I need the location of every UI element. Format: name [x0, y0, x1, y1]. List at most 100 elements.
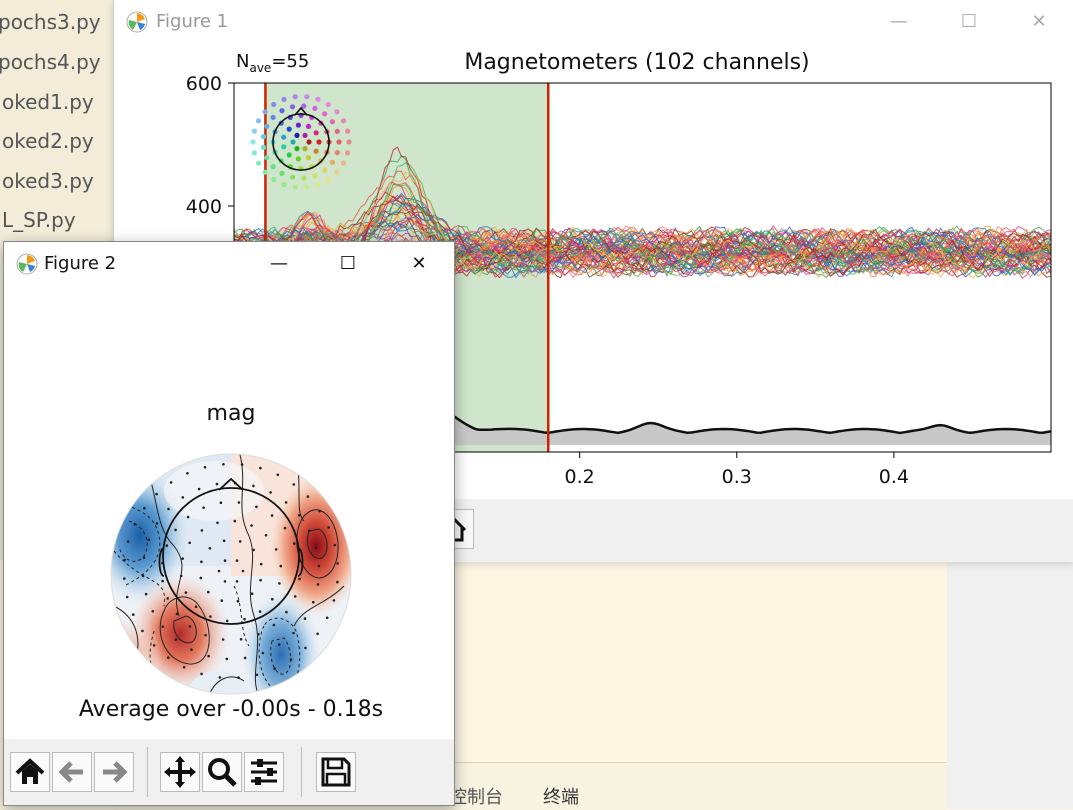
- sensor-dot: [340, 160, 347, 166]
- sensor-dot: [237, 676, 240, 679]
- sensor-dot: [251, 128, 257, 134]
- home-button[interactable]: [10, 752, 50, 792]
- sensor-dot: [272, 623, 276, 627]
- inset-head-outline: [272, 113, 330, 171]
- pan-button[interactable]: [160, 752, 200, 792]
- sensor-dot: [306, 495, 310, 498]
- figure1-titlebar[interactable]: Figure 1 — ☐ ✕: [114, 0, 1073, 44]
- sensor-dot: [222, 463, 225, 466]
- channel-trace: [234, 194, 1051, 277]
- channel-trace: [234, 222, 1051, 278]
- minimize-button[interactable]: —: [890, 11, 908, 32]
- sensor-dot: [151, 610, 155, 613]
- sensor-dot: [284, 501, 288, 504]
- tab-console[interactable]: 控制台: [449, 787, 503, 808]
- sensor-dot: [133, 522, 137, 526]
- maximize-button[interactable]: ☐: [339, 253, 357, 274]
- sensor-dot: [219, 501, 223, 504]
- sensor-dot: [304, 94, 310, 100]
- sensor-dot: [184, 591, 188, 594]
- file-item[interactable]: pochs3.py: [0, 10, 101, 34]
- sensor-dot: [289, 174, 296, 180]
- sensor-dot: [236, 599, 240, 603]
- close-button[interactable]: ✕: [411, 253, 427, 274]
- sensor-dot: [243, 617, 246, 621]
- sensor-dot: [250, 524, 253, 527]
- sensor-dot: [188, 541, 191, 545]
- figure2-window: Figure 2 — ☐ ✕ mag: [3, 241, 455, 806]
- head-outline: [158, 477, 304, 625]
- y-tick-label: 400: [186, 196, 222, 218]
- sensor-dot: [294, 146, 300, 152]
- sensor-dot: [289, 658, 293, 661]
- sensor-dot: [271, 101, 277, 108]
- file-item[interactable]: pochs4.py: [0, 50, 101, 74]
- sensor-dot: [325, 176, 331, 183]
- sensor-dot: [186, 515, 190, 519]
- sensor-dot: [277, 643, 281, 646]
- sensor-dot: [305, 155, 312, 161]
- sensor-dot: [155, 522, 159, 525]
- save-button[interactable]: [316, 752, 356, 792]
- inset-nose: [294, 106, 308, 116]
- topomap-plot[interactable]: mag: [4, 286, 454, 736]
- sensor-dot: [235, 559, 239, 562]
- sensor-dot: [166, 597, 169, 600]
- maximize-button[interactable]: ☐: [960, 11, 978, 32]
- sensor-dot: [141, 574, 145, 578]
- forward-button[interactable]: [94, 752, 134, 792]
- sensor-dot: [225, 619, 229, 623]
- x-tick-label: 0.2: [565, 466, 595, 488]
- sensor-dot: [141, 629, 144, 633]
- sensor-dot: [255, 673, 259, 677]
- channel-trace: [234, 171, 1051, 279]
- sensor-dot: [286, 152, 292, 158]
- sensor-dot: [181, 557, 184, 560]
- sensor-dot: [274, 548, 278, 551]
- close-button[interactable]: ✕: [1031, 11, 1047, 32]
- file-item[interactable]: L_SP.py: [2, 208, 76, 232]
- minimize-button[interactable]: —: [270, 253, 288, 274]
- topomap-caption: Average over -0.00s - 0.18s: [79, 697, 383, 722]
- sensor-dot: [333, 543, 337, 547]
- sensor-dot: [186, 472, 189, 475]
- zoom-button[interactable]: [202, 752, 242, 792]
- sensor-dot: [279, 170, 285, 176]
- sensor-dot: [215, 482, 219, 486]
- tab-terminal[interactable]: 终端: [543, 787, 579, 808]
- sensor-dot: [292, 483, 296, 486]
- sensor-dot: [336, 562, 340, 565]
- sensor-dot: [315, 182, 321, 188]
- sensor-dot: [332, 599, 336, 602]
- sensor-dot: [143, 506, 146, 510]
- sensor-dot: [174, 638, 178, 641]
- sensor-dot: [292, 184, 298, 190]
- configure-button[interactable]: [244, 752, 284, 792]
- sensor-dot: [302, 146, 308, 152]
- matplotlib-icon: [16, 253, 38, 275]
- file-item[interactable]: oked2.py: [2, 129, 94, 153]
- plot-title: Magnetometers (102 channels): [464, 50, 809, 75]
- sensor-dot: [207, 590, 210, 594]
- sensor-dot: [318, 509, 321, 513]
- figure2-titlebar[interactable]: Figure 2 — ☐ ✕: [4, 242, 454, 286]
- sensor-dot: [313, 148, 319, 154]
- sensor-dot: [345, 150, 351, 156]
- sensor-dot: [334, 128, 340, 134]
- sensor-dot: [270, 164, 276, 170]
- file-item[interactable]: oked1.py: [2, 90, 94, 114]
- sensor-dot: [181, 496, 185, 499]
- sensor-dot: [334, 150, 340, 156]
- file-item[interactable]: oked3.py: [2, 169, 94, 193]
- sensor-dot: [314, 546, 318, 550]
- sensor-dot: [165, 544, 169, 547]
- sensor-dot: [207, 654, 210, 658]
- sensor-dot: [197, 487, 201, 491]
- sensor-dot: [325, 616, 329, 620]
- sensor-dot: [292, 631, 295, 635]
- sensor-dot: [199, 576, 203, 580]
- back-button[interactable]: [52, 752, 92, 792]
- sensor-dot: [276, 473, 280, 477]
- sensor-dot: [278, 582, 281, 585]
- sensor-dot: [285, 610, 288, 614]
